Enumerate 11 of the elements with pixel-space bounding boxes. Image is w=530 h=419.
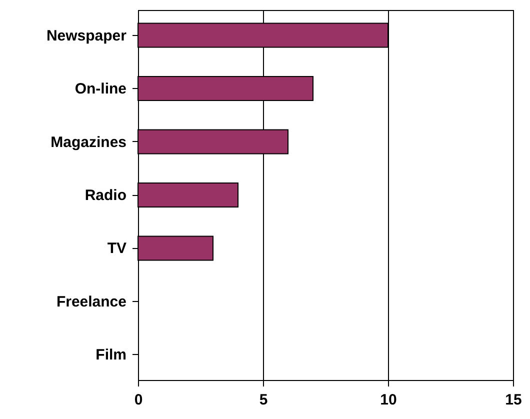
y-tick-label: On-line <box>74 80 126 98</box>
y-tick-label: Magazines <box>50 134 126 151</box>
y-tick-label: Newspaper <box>46 27 127 44</box>
x-tick-label: 15 <box>505 392 522 408</box>
x-tick-label: 5 <box>259 392 268 408</box>
x-tick-label: 10 <box>380 392 397 408</box>
x-tick-label: 0 <box>134 392 143 408</box>
y-tick-label: TV <box>107 240 126 258</box>
y-tick-label: Radio <box>84 187 126 204</box>
y-tick-label: Film <box>96 346 126 364</box>
y-tick-label: Freelance <box>56 293 126 310</box>
